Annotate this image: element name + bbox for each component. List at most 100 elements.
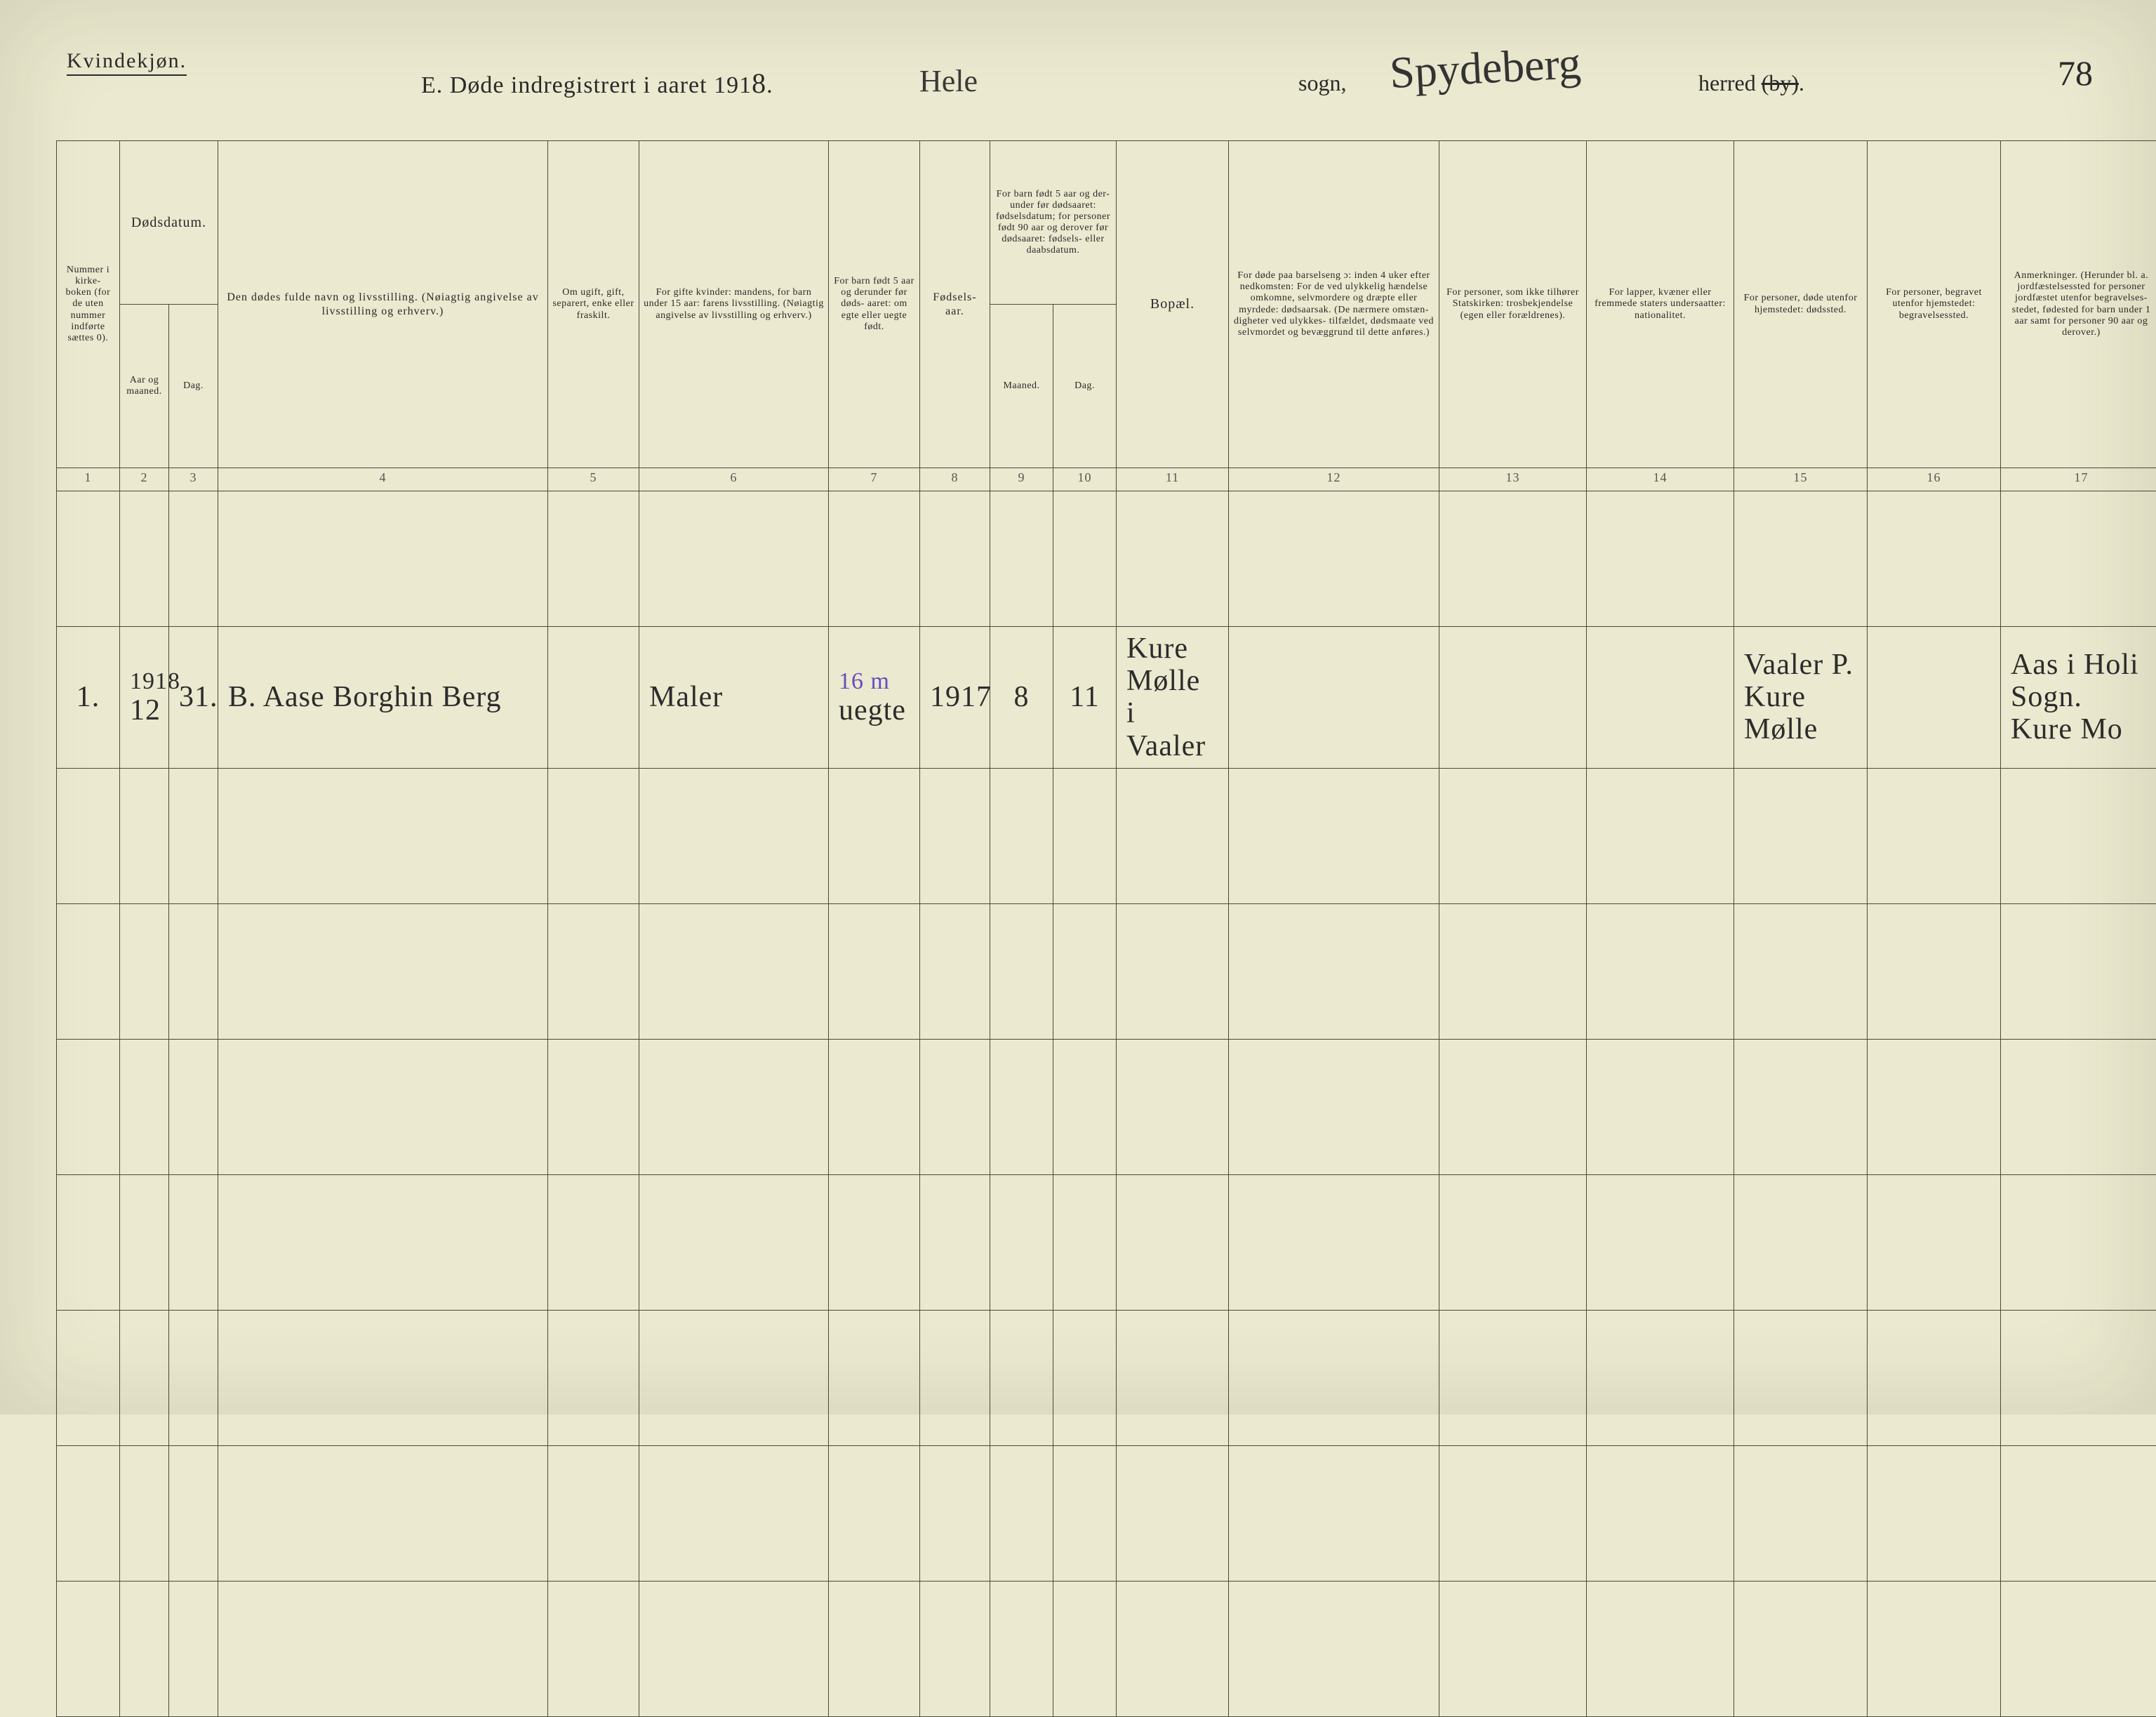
cell-birthmonth: 8 <box>990 627 1053 769</box>
cell-year-month: 191812 <box>120 627 169 769</box>
table-cell <box>1868 1174 2001 1310</box>
cell-remarks: Aas i Holi Sogn.Kure Mo <box>2001 627 2156 769</box>
register-table: Nummer i kirke- boken (for de uten numme… <box>56 140 2156 1717</box>
col-header-6-text: For gifte kvinder: mandens, for barn und… <box>644 287 824 321</box>
table-cell <box>1053 903 1117 1039</box>
table-cell <box>1229 491 1439 627</box>
page-number: 78 <box>2058 53 2093 93</box>
col-header-9-10-top-text: For barn født 5 aar og der- under før dø… <box>994 189 1112 257</box>
table-cell <box>169 1174 218 1310</box>
table-cell <box>548 1174 639 1310</box>
table-cell <box>1117 1174 1229 1310</box>
col-header-9-10-top: For barn født 5 aar og der- under før dø… <box>990 141 1117 305</box>
col-header-16: For personer, begravet utenfor hjemstede… <box>1868 141 2001 468</box>
col-header-17: Anmerkninger. (Herunder bl. a. jordfæste… <box>2001 141 2156 468</box>
table-cell <box>639 1174 829 1310</box>
table-cell <box>639 903 829 1039</box>
cell-cause <box>1229 627 1439 769</box>
col-header-11-text: Bopæl. <box>1150 296 1195 312</box>
table-cell <box>920 1039 990 1174</box>
col-header-2-3-top: Dødsdatum. <box>120 141 218 305</box>
table-cell <box>1117 1581 1229 1716</box>
table-cell <box>1439 1039 1587 1174</box>
header-row-numbers: 1 2 3 4 5 6 7 8 9 10 11 12 13 14 15 16 1… <box>57 468 2156 491</box>
table-cell <box>218 1445 548 1581</box>
cell-day: 31. <box>169 627 218 769</box>
table-cell <box>1053 768 1117 903</box>
colnum-11: 11 <box>1117 468 1229 491</box>
table-cell <box>1229 1174 1439 1310</box>
col-header-14-text: For lapper, kvæner eller fremmede stater… <box>1591 287 1729 321</box>
page-header: Kvindekjøn. E. Døde indregistrert i aare… <box>56 49 2114 112</box>
cell-birthyear: 1917 <box>920 627 990 769</box>
table-cell <box>1868 491 2001 627</box>
table-cell <box>1868 1581 2001 1716</box>
colnum-2: 2 <box>120 468 169 491</box>
table-cell <box>1734 1310 1868 1445</box>
col-header-13: For personer, som ikke tilhører Statskir… <box>1439 141 1587 468</box>
herred-label: herred (by). <box>1698 70 1804 96</box>
table-cell <box>920 903 990 1039</box>
col-header-1: Nummer i kirke- boken (for de uten numme… <box>57 141 120 468</box>
colnum-12: 12 <box>1229 468 1439 491</box>
col-header-1-text: Nummer i kirke- boken (for de uten numme… <box>61 265 115 344</box>
cell-civilstatus <box>548 627 639 769</box>
table-cell <box>218 1039 548 1174</box>
table-cell <box>1439 1310 1587 1445</box>
table-row <box>57 903 2156 1039</box>
col-header-3-text: Dag. <box>173 380 213 392</box>
table-cell <box>1229 768 1439 903</box>
table-cell <box>2001 1310 2156 1445</box>
cell-nationality <box>1587 627 1734 769</box>
table-cell <box>2001 1174 2156 1310</box>
col-header-17-text: Anmerkninger. (Herunder bl. a. jordfæste… <box>2005 270 2156 338</box>
table-cell <box>2001 1445 2156 1581</box>
table-cell <box>57 903 120 1039</box>
table-cell <box>990 1445 1053 1581</box>
col-header-9: Maaned. <box>990 305 1053 468</box>
colnum-9: 9 <box>990 468 1053 491</box>
table-cell <box>2001 491 2156 627</box>
table-cell <box>548 1581 639 1716</box>
title-prefix: E. Døde indregistrert i aaret 191 <box>421 72 752 98</box>
table-cell <box>990 768 1053 903</box>
table-cell <box>2001 1039 2156 1174</box>
table-cell <box>1734 491 1868 627</box>
col-header-14: For lapper, kvæner eller fremmede stater… <box>1587 141 1734 468</box>
table-cell <box>1734 768 1868 903</box>
table-row <box>57 1174 2156 1310</box>
table-cell <box>218 491 548 627</box>
table-cell <box>1439 491 1587 627</box>
colnum-3: 3 <box>169 468 218 491</box>
table-cell <box>1868 1039 2001 1174</box>
table-cell <box>639 1310 829 1445</box>
table-cell <box>57 1581 120 1716</box>
colnum-4: 4 <box>218 468 548 491</box>
gender-label: Kvindekjøn. <box>67 49 187 76</box>
table-cell <box>169 491 218 627</box>
table-cell <box>1587 1174 1734 1310</box>
table-cell <box>169 1310 218 1445</box>
table-cell <box>218 903 548 1039</box>
table-cell <box>1117 1445 1229 1581</box>
table-cell <box>1439 1445 1587 1581</box>
table-cell <box>120 491 169 627</box>
table-cell <box>1117 1039 1229 1174</box>
col-header-4-text: Den dødes fulde navn og livsstilling. (N… <box>222 291 543 317</box>
table-row: 1.19181231.B. Aase Borghin BergMaler16 m… <box>57 627 2156 769</box>
colnum-14: 14 <box>1587 468 1734 491</box>
table-cell <box>1734 1445 1868 1581</box>
table-cell <box>829 1310 920 1445</box>
table-cell <box>1587 768 1734 903</box>
table-cell <box>2001 903 2156 1039</box>
colnum-6: 6 <box>639 468 829 491</box>
table-cell <box>1587 903 1734 1039</box>
table-row <box>57 1310 2156 1445</box>
table-cell <box>120 1039 169 1174</box>
colnum-1: 1 <box>57 468 120 491</box>
colnum-8: 8 <box>920 468 990 491</box>
table-cell <box>120 1174 169 1310</box>
table-row <box>57 1445 2156 1581</box>
col-header-12: For døde paa barselseng ɔ: inden 4 uker … <box>1229 141 1439 468</box>
table-cell <box>1117 491 1229 627</box>
